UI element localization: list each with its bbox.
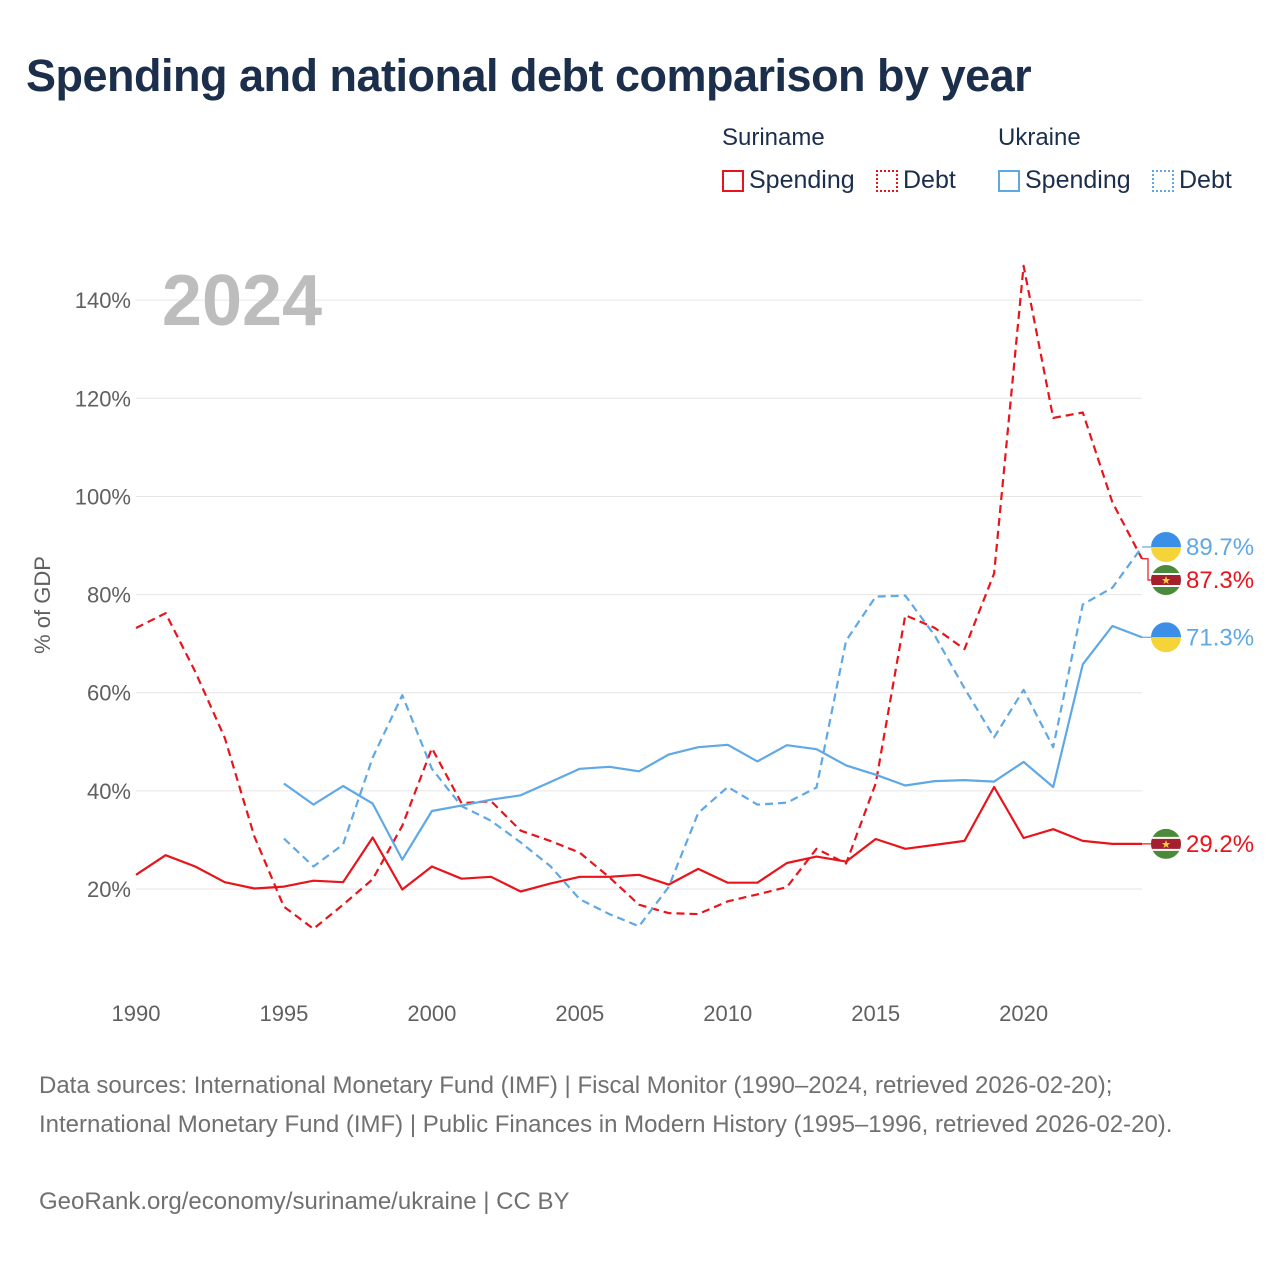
- suriname-flag-icon: ★: [1151, 828, 1181, 859]
- end-value-label: 89.7%: [1186, 534, 1254, 561]
- star-icon: ★: [1161, 838, 1171, 851]
- series-lines: [135, 264, 1143, 930]
- legend-item-suriname-debt[interactable]: Debt: [876, 166, 956, 195]
- flag-stripe: [1151, 838, 1181, 849]
- end-label-leader: [1142, 558, 1152, 581]
- flag-stripe: [1151, 531, 1181, 547]
- flag-body: ★: [1151, 828, 1181, 859]
- y-tick-label: 40%: [87, 779, 131, 804]
- legend-item-ukraine-debt[interactable]: Debt: [1152, 166, 1232, 195]
- flag-stripe: [1151, 637, 1181, 653]
- year-watermark: 2024: [162, 261, 322, 341]
- x-tick-label: 2020: [999, 1001, 1048, 1026]
- y-tick-label: 20%: [87, 877, 131, 902]
- y-tick-label: 120%: [75, 386, 131, 411]
- gridlines: [136, 299, 1142, 890]
- series-line-ukraine-debt: [283, 546, 1143, 928]
- legend-label: Spending: [1025, 166, 1131, 194]
- chart-title: Spending and national debt comparison by…: [26, 50, 1032, 101]
- data-sources: Data sources: International Monetary Fun…: [39, 1072, 1173, 1138]
- dotted-line-swatch-icon: [1152, 169, 1174, 192]
- legend-item-ukraine-spending[interactable]: Spending: [998, 166, 1131, 195]
- flag-body: [1151, 622, 1181, 653]
- series-line-suriname-debt: [135, 264, 1143, 930]
- y-tick-label: 60%: [87, 681, 131, 706]
- y-tick-label: 140%: [75, 288, 131, 313]
- flag-stripe: [1151, 622, 1181, 638]
- solid-line-swatch-icon: [998, 169, 1020, 192]
- end-value-label: 87.3%: [1186, 567, 1254, 594]
- x-axis-ticks: 1990 1995 2000 2005 2010 2015 2020: [112, 1001, 1049, 1026]
- flag-stripe: [1151, 546, 1181, 562]
- flag-stripe: [1151, 574, 1181, 585]
- flag-body: ★: [1151, 564, 1181, 595]
- x-tick-label: 2010: [703, 1001, 752, 1026]
- star-icon: ★: [1161, 574, 1171, 587]
- ukraine-flag-icon: [1151, 622, 1181, 653]
- y-tick-label: 100%: [75, 484, 131, 509]
- credit-link[interactable]: GeoRank.org/economy/suriname/ukraine | C…: [39, 1188, 570, 1215]
- series-line-ukraine-spending: [283, 624, 1143, 861]
- end-value-label: 29.2%: [1186, 831, 1254, 858]
- x-tick-label: 2005: [555, 1001, 604, 1026]
- x-tick-label: 1995: [259, 1001, 308, 1026]
- end-value-label: 71.3%: [1186, 624, 1254, 651]
- end-labels: 89.7% ★ 87.3% 71.3% ★ 29.2%: [1142, 531, 1254, 859]
- series-line-suriname-spending: [135, 785, 1142, 893]
- flag-body: [1151, 531, 1181, 562]
- legend-label: Debt: [903, 166, 956, 194]
- suriname-flag-icon: ★: [1151, 564, 1181, 595]
- line-chart: 2024 % of GDP 20% 40% 60% 80% 100% 120% 140% 1…: [30, 261, 1254, 1026]
- x-tick-label: 2015: [851, 1001, 900, 1026]
- legend-group-ukraine: Ukraine: [998, 124, 1081, 151]
- legend-group-suriname: Suriname: [722, 124, 825, 151]
- y-tick-label: 80%: [87, 583, 131, 608]
- x-tick-label: 1990: [112, 1001, 161, 1026]
- y-axis-label: % of GDP: [30, 556, 55, 654]
- dotted-line-swatch-icon: [876, 169, 898, 192]
- ukraine-flag-icon: [1151, 531, 1181, 562]
- x-tick-label: 2000: [407, 1001, 456, 1026]
- legend-label: Debt: [1179, 166, 1232, 194]
- solid-line-swatch-icon: [722, 169, 744, 192]
- legend-label: Spending: [749, 166, 855, 194]
- legend-item-suriname-spending[interactable]: Spending: [722, 166, 855, 195]
- y-axis-ticks: 20% 40% 60% 80% 100% 120% 140%: [75, 288, 131, 902]
